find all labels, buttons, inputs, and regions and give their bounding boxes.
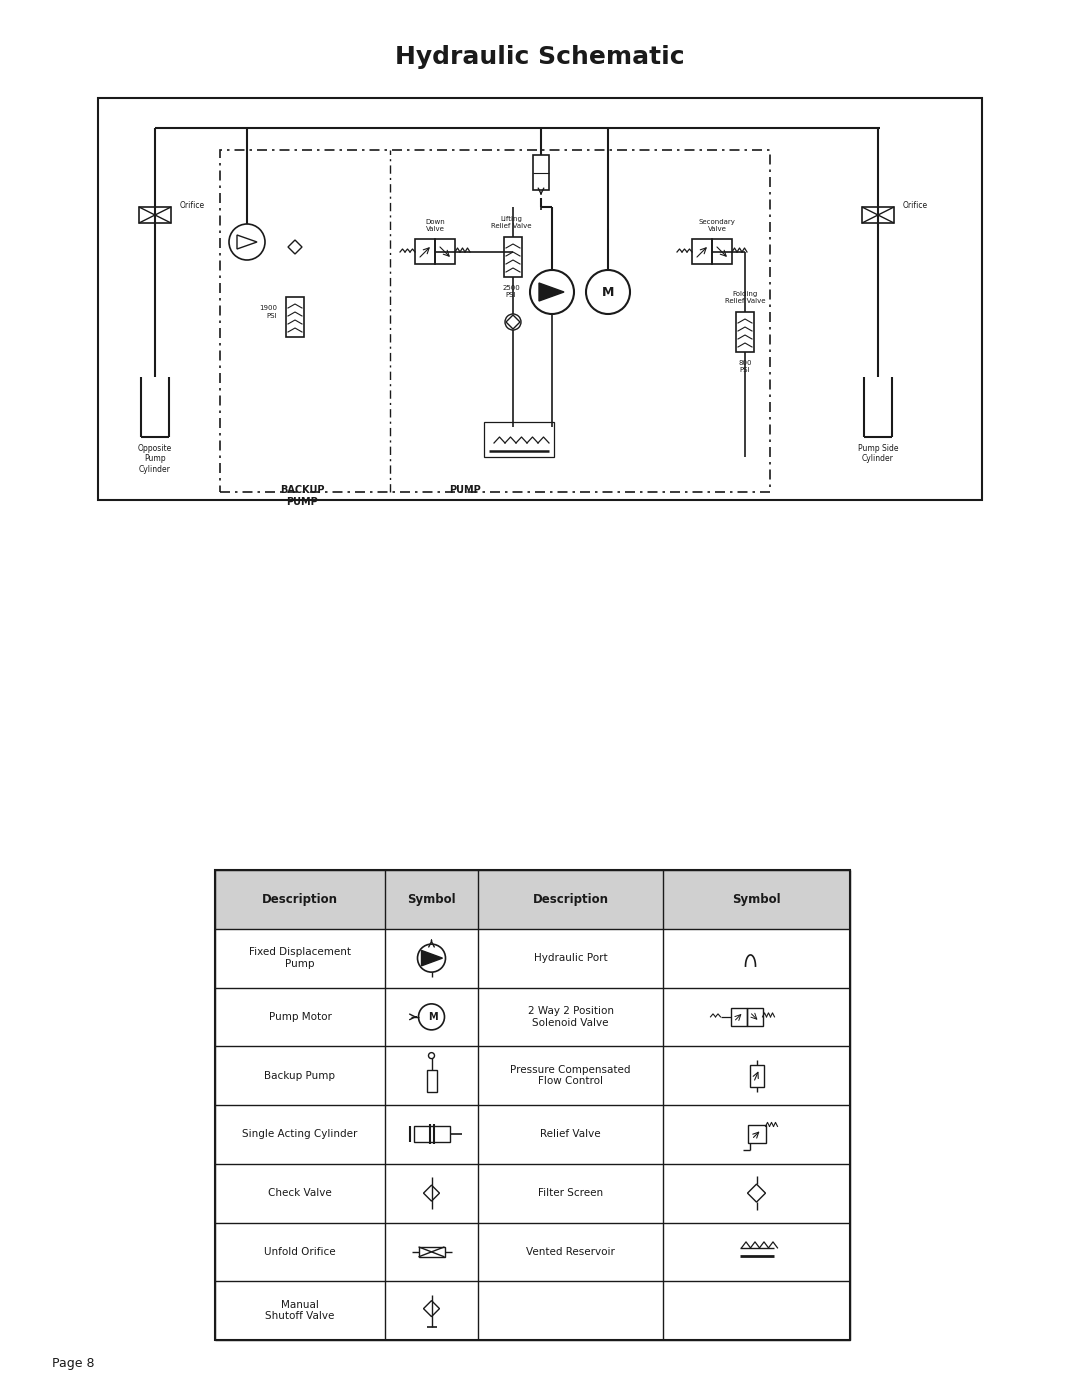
Bar (435, 239, 455, 264)
Bar (484, 422, 554, 457)
Bar (220, 149, 770, 492)
Bar (746, 1007, 762, 1025)
Text: 2500
PSI: 2500 PSI (502, 285, 519, 298)
Text: M: M (602, 285, 615, 299)
Text: Fixed Displacement
Pump: Fixed Displacement Pump (249, 947, 351, 970)
Bar (419, 1248, 445, 1257)
Bar (98, 98, 982, 500)
Text: 2 Way 2 Position
Solenoid Valve: 2 Way 2 Position Solenoid Valve (527, 1006, 613, 1028)
Bar (750, 1065, 764, 1087)
Text: Hydraulic Schematic: Hydraulic Schematic (395, 45, 685, 68)
Bar (414, 1126, 449, 1143)
Text: Opposite
Pump
Cylinder: Opposite Pump Cylinder (138, 444, 172, 474)
Text: Secondary
Valve: Secondary Valve (699, 219, 735, 232)
Bar (427, 1070, 436, 1091)
Text: Unfold Orifice: Unfold Orifice (265, 1248, 336, 1257)
Text: Backup Pump: Backup Pump (265, 1070, 336, 1081)
Text: Hydraulic Port: Hydraulic Port (534, 953, 607, 963)
Text: Pump Motor: Pump Motor (269, 1011, 332, 1021)
Text: Single Acting Cylinder: Single Acting Cylinder (242, 1129, 357, 1140)
Text: Folding
Relief Valve: Folding Relief Valve (725, 291, 766, 305)
Bar (747, 1126, 766, 1143)
Text: Down
Valve: Down Valve (426, 219, 445, 232)
Text: Lifting
Relief Valve: Lifting Relief Valve (490, 217, 531, 229)
Text: Orifice: Orifice (180, 201, 205, 210)
Text: Pressure Compensated
Flow Control: Pressure Compensated Flow Control (510, 1065, 631, 1087)
Text: Symbol: Symbol (732, 893, 781, 905)
Bar (735, 312, 754, 352)
Bar (415, 239, 435, 264)
Bar (712, 239, 732, 264)
Bar (504, 237, 522, 277)
Text: M: M (428, 1011, 437, 1021)
Bar (215, 870, 850, 1340)
Polygon shape (421, 950, 443, 965)
Text: BACKUP
PUMP: BACKUP PUMP (280, 485, 324, 507)
Text: PUMP: PUMP (449, 485, 481, 495)
Text: Manual
Shutoff Valve: Manual Shutoff Valve (266, 1299, 335, 1322)
Text: Vented Reservoir: Vented Reservoir (526, 1248, 615, 1257)
Text: 1900
PSI: 1900 PSI (259, 306, 276, 319)
Bar (139, 207, 171, 224)
Bar (862, 207, 894, 224)
Bar (215, 870, 850, 929)
Text: Pump Side
Cylinder: Pump Side Cylinder (858, 444, 899, 464)
Text: Check Valve: Check Valve (268, 1187, 332, 1199)
Bar (692, 239, 712, 264)
Bar (730, 1007, 746, 1025)
Text: 800
PSI: 800 PSI (739, 360, 752, 373)
Polygon shape (539, 284, 564, 300)
Text: Page 8: Page 8 (52, 1356, 95, 1370)
Text: Relief Valve: Relief Valve (540, 1129, 600, 1140)
Text: Filter Screen: Filter Screen (538, 1187, 603, 1199)
Text: Description: Description (262, 893, 338, 905)
Bar (286, 298, 303, 337)
Text: Description: Description (532, 893, 608, 905)
Text: Orifice: Orifice (903, 201, 928, 210)
Bar (534, 155, 549, 190)
Text: Symbol: Symbol (407, 893, 456, 905)
